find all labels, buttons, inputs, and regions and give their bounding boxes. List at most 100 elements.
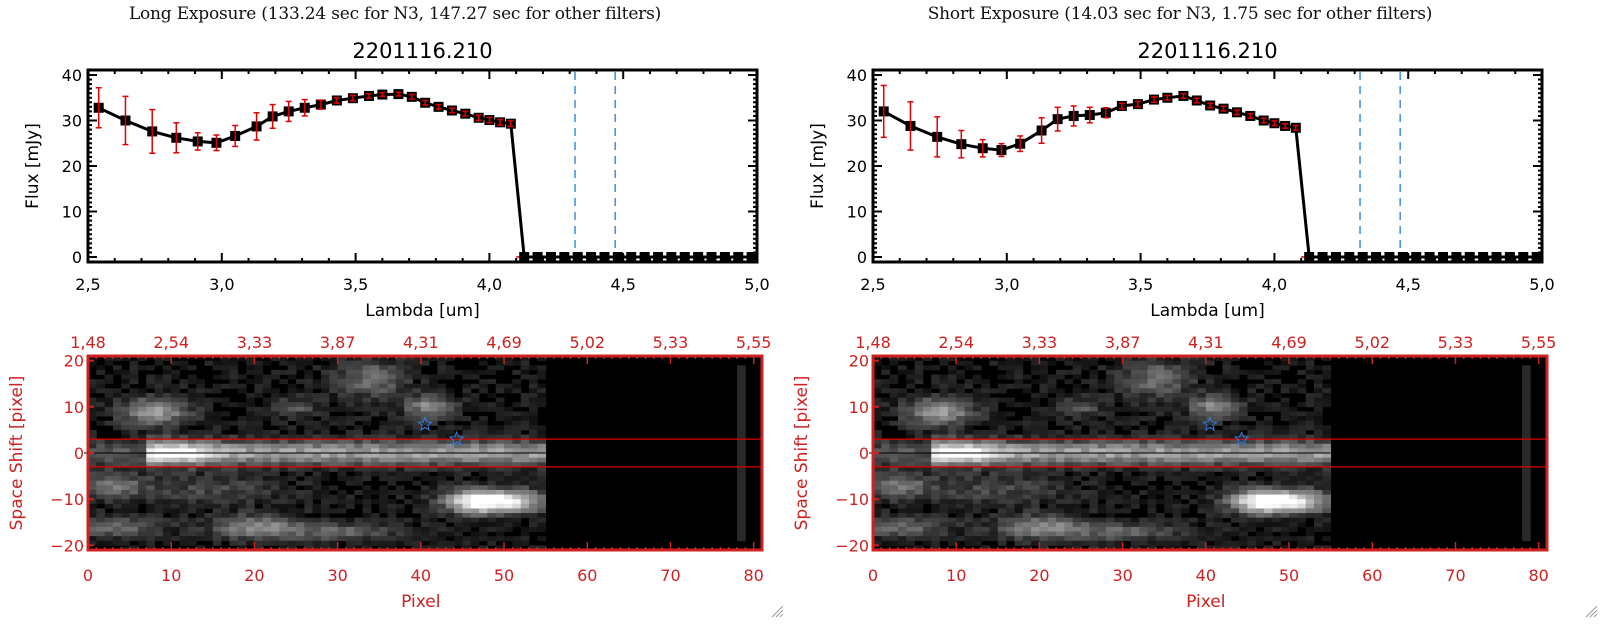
heatmap-cell — [1230, 545, 1240, 551]
heatmap-cell — [129, 489, 139, 495]
heatmap-cell — [204, 517, 214, 523]
heatmap-cell — [1180, 536, 1190, 542]
heatmap-cell — [296, 499, 305, 505]
heatmap-cell — [1105, 411, 1115, 417]
heatmap-cell — [304, 485, 314, 491]
heatmap-cell — [1189, 397, 1198, 403]
heatmap-cell — [162, 508, 172, 514]
heatmap-cell — [537, 462, 547, 468]
heatmap-cell — [1056, 374, 1065, 380]
heatmap-cell — [1247, 443, 1257, 449]
heatmap-cell — [304, 480, 314, 486]
heatmap-cell — [1022, 402, 1032, 408]
heatmap-cell — [395, 369, 405, 375]
heatmap-cell — [320, 476, 330, 482]
heatmap-cell — [922, 457, 932, 463]
heatmap-cell — [1006, 522, 1015, 528]
heatmap-cell — [204, 476, 214, 482]
heatmap-cell — [196, 480, 205, 486]
heatmap-cell — [379, 383, 388, 389]
heatmap-cell — [1147, 513, 1157, 519]
heatmap-cell — [1180, 434, 1190, 440]
heatmap-cell — [1255, 494, 1265, 500]
x-tick-label: 10 — [946, 566, 966, 585]
heatmap-cell — [420, 457, 430, 463]
data-point — [519, 252, 530, 262]
heatmap-cell — [304, 434, 314, 440]
heatmap-cell — [237, 356, 247, 362]
heatmap-cell — [96, 480, 106, 486]
heatmap-cell — [1139, 531, 1148, 537]
heatmap-cell — [1197, 374, 1207, 380]
heatmap-cell — [1522, 411, 1531, 417]
heatmap-cell — [345, 457, 355, 463]
heatmap-cell — [1089, 540, 1099, 546]
heatmap-cell — [470, 513, 480, 519]
heatmap-cell — [354, 443, 363, 449]
heatmap-cell — [487, 517, 497, 523]
heatmap-cell — [395, 406, 405, 412]
heatmap-cell — [1130, 540, 1140, 546]
heatmap-cell — [873, 379, 882, 385]
heatmap-cell — [429, 494, 438, 500]
heatmap-cell — [420, 466, 430, 472]
heatmap-cell — [179, 429, 189, 435]
heatmap-cell — [1197, 392, 1207, 398]
heatmap-cell — [146, 434, 155, 440]
heatmap-cell — [429, 379, 438, 385]
heatmap-cell — [889, 411, 899, 417]
heatmap-cell — [972, 434, 982, 440]
heatmap-cell — [88, 499, 97, 505]
heatmap-cell — [1064, 439, 1074, 445]
heatmap-cell — [529, 402, 538, 408]
heatmap-cell — [1081, 499, 1090, 505]
heatmap-cell — [112, 480, 122, 486]
heatmap-cell — [1130, 434, 1140, 440]
heatmap-cell — [939, 420, 949, 426]
heatmap-cell — [1072, 476, 1082, 482]
heatmap-cell — [470, 536, 480, 542]
heatmap-cell — [487, 476, 497, 482]
heatmap-cell — [479, 508, 488, 514]
heatmap-cell — [873, 448, 882, 454]
heatmap-cell — [162, 443, 172, 449]
heatmap-cell — [1264, 453, 1273, 459]
heatmap-cell — [121, 522, 130, 528]
heatmap-cell — [529, 429, 538, 435]
heatmap-cell — [479, 545, 488, 551]
heatmap-cell — [1130, 499, 1140, 505]
heatmap-cell — [312, 434, 322, 440]
heatmap-cell — [354, 448, 363, 454]
heatmap-cell — [112, 536, 122, 542]
heatmap-cell — [989, 499, 999, 505]
heatmap-cell — [362, 517, 372, 523]
y-tick-label: 10 — [64, 398, 84, 417]
heatmap-cell — [479, 466, 488, 472]
heatmap-cell — [320, 503, 330, 509]
heatmap-cell — [1197, 448, 1207, 454]
heatmap-cell — [889, 379, 899, 385]
heatmap-cell — [137, 462, 147, 468]
heatmap-cell — [345, 536, 355, 542]
heatmap-cell — [129, 531, 139, 537]
heatmap-cell — [479, 406, 488, 412]
heatmap-cell — [1072, 517, 1082, 523]
heatmap-cell — [1114, 374, 1124, 380]
heatmap-cell — [237, 457, 247, 463]
heatmap-cell — [956, 494, 965, 500]
y-tick-label: 20 — [64, 352, 84, 371]
heatmap-cell — [1139, 425, 1148, 431]
heatmap-cell — [479, 522, 488, 528]
heatmap-cell — [412, 369, 422, 375]
heatmap-cell — [162, 369, 172, 375]
heatmap-cell — [1081, 531, 1090, 537]
heatmap-cell — [1197, 489, 1207, 495]
heatmap-cell — [312, 489, 322, 495]
heatmap-cell — [1305, 494, 1315, 500]
heatmap-cell — [196, 406, 205, 412]
heatmap-cell — [1522, 503, 1531, 509]
heatmap-cell — [487, 434, 497, 440]
heatmap-cell — [972, 517, 982, 523]
heatmap-cell — [1122, 360, 1132, 366]
heatmap-cell — [1089, 485, 1099, 491]
